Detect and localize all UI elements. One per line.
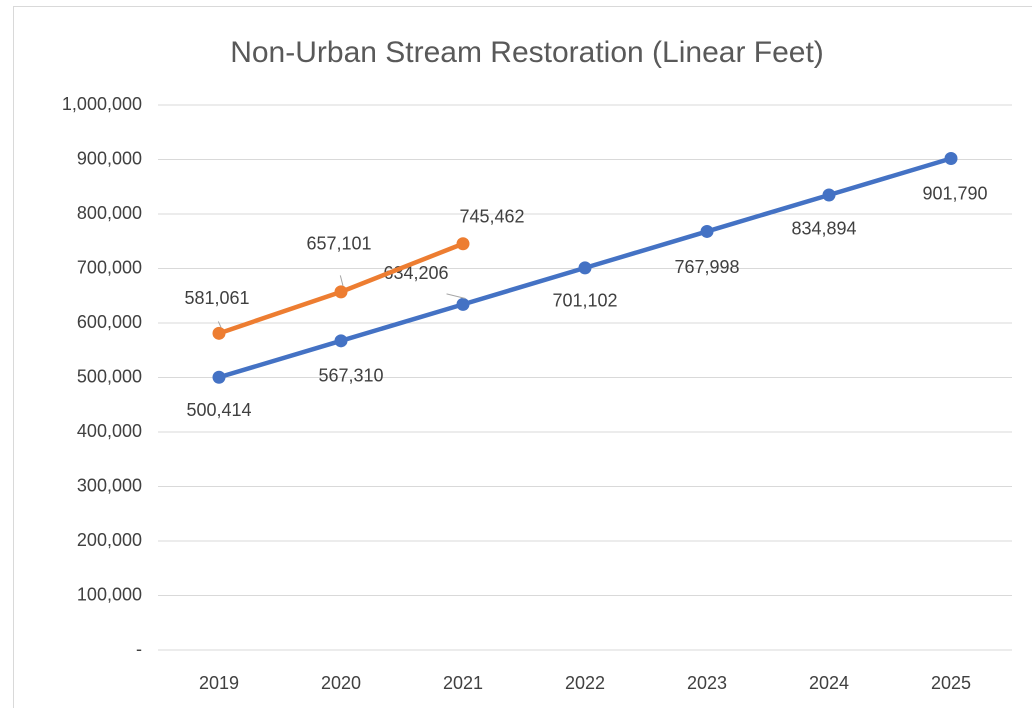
leader-line	[339, 275, 344, 287]
leader-line	[217, 321, 222, 328]
x-tick-label: 2022	[565, 673, 605, 693]
chart-title: Non-Urban Stream Restoration (Linear Fee…	[230, 36, 824, 69]
y-tick-label: 1,000,000	[62, 94, 142, 114]
data-label: 567,310	[318, 366, 383, 386]
data-label: 745,462	[459, 206, 524, 226]
leader-line	[446, 293, 466, 299]
data-label: 657,101	[306, 234, 371, 254]
data-label: 701,102	[552, 291, 617, 311]
marker	[822, 188, 836, 202]
x-tick-label: 2023	[687, 673, 727, 693]
y-tick-label: 300,000	[77, 475, 142, 495]
y-tick-label: 200,000	[77, 530, 142, 550]
y-tick-label: -	[136, 639, 142, 659]
data-label: 834,894	[791, 219, 856, 239]
y-tick-label: 400,000	[77, 421, 142, 441]
data-label: 901,790	[922, 183, 987, 203]
x-tick-label: 2020	[321, 673, 361, 693]
marker	[334, 285, 348, 299]
data-label: 500,414	[186, 400, 251, 420]
marker	[456, 297, 470, 311]
x-tick-label: 2025	[931, 673, 971, 693]
y-tick-label: 800,000	[77, 203, 142, 223]
marker	[944, 152, 958, 166]
y-tick-label: 500,000	[77, 366, 142, 386]
marker	[212, 326, 226, 340]
marker	[456, 237, 470, 251]
chart-frame	[13, 6, 1032, 708]
y-tick-label: 900,000	[77, 148, 142, 168]
y-tick-label: 700,000	[77, 257, 142, 277]
marker	[334, 334, 348, 348]
x-tick-label: 2021	[443, 673, 483, 693]
x-tick-label: 2024	[809, 673, 849, 693]
marker	[578, 261, 592, 275]
data-label: 767,998	[674, 257, 739, 277]
x-tick-label: 2019	[199, 673, 239, 693]
marker	[212, 370, 226, 384]
marker	[700, 224, 714, 238]
data-label: 581,061	[184, 288, 249, 308]
y-tick-label: 100,000	[77, 584, 142, 604]
y-tick-label: 600,000	[77, 312, 142, 332]
